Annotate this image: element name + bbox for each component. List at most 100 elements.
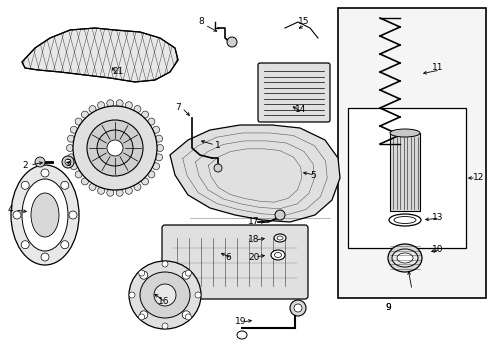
Text: 9: 9 — [384, 303, 390, 312]
Circle shape — [125, 187, 132, 194]
Text: 21: 21 — [112, 68, 123, 77]
Ellipse shape — [31, 193, 59, 237]
Circle shape — [140, 271, 147, 279]
Ellipse shape — [273, 234, 285, 242]
Text: 5: 5 — [309, 171, 315, 180]
Text: 20: 20 — [247, 252, 259, 261]
Text: 15: 15 — [297, 18, 309, 27]
Circle shape — [73, 106, 157, 190]
Circle shape — [81, 178, 88, 185]
FancyBboxPatch shape — [162, 225, 307, 299]
Circle shape — [75, 118, 82, 125]
Circle shape — [162, 323, 168, 329]
Circle shape — [147, 171, 155, 178]
Text: 6: 6 — [224, 253, 230, 262]
Ellipse shape — [129, 261, 201, 329]
Circle shape — [41, 169, 49, 177]
Circle shape — [21, 241, 29, 249]
Text: 7: 7 — [175, 104, 181, 112]
Circle shape — [69, 211, 77, 219]
Ellipse shape — [396, 253, 412, 263]
Circle shape — [293, 304, 302, 312]
Text: 3: 3 — [65, 158, 71, 167]
Circle shape — [70, 163, 77, 170]
Circle shape — [156, 144, 163, 152]
Circle shape — [41, 253, 49, 261]
Circle shape — [185, 314, 191, 320]
Ellipse shape — [140, 272, 190, 318]
Bar — [337, 8, 485, 298]
Ellipse shape — [22, 179, 68, 251]
Circle shape — [61, 241, 69, 249]
Circle shape — [106, 100, 114, 107]
Text: 13: 13 — [431, 213, 443, 222]
Circle shape — [89, 105, 96, 113]
Circle shape — [152, 126, 159, 133]
Circle shape — [62, 156, 74, 168]
Circle shape — [195, 292, 201, 298]
Ellipse shape — [389, 129, 419, 137]
Circle shape — [89, 184, 96, 190]
Circle shape — [152, 163, 159, 170]
Circle shape — [182, 271, 190, 279]
Bar — [389, 133, 419, 211]
Text: 17: 17 — [247, 217, 259, 226]
Circle shape — [139, 314, 144, 320]
Circle shape — [81, 111, 88, 118]
Ellipse shape — [388, 214, 420, 226]
Text: 4: 4 — [8, 206, 14, 215]
Text: 9: 9 — [384, 303, 390, 312]
Circle shape — [134, 184, 141, 190]
Ellipse shape — [276, 236, 283, 240]
Circle shape — [21, 181, 29, 189]
Circle shape — [61, 181, 69, 189]
Polygon shape — [170, 125, 339, 222]
Circle shape — [67, 154, 74, 161]
Circle shape — [182, 311, 190, 319]
Circle shape — [274, 210, 285, 220]
Text: 11: 11 — [431, 63, 443, 72]
Text: 16: 16 — [158, 297, 169, 306]
Ellipse shape — [270, 250, 285, 260]
Circle shape — [134, 105, 141, 113]
Circle shape — [66, 144, 73, 152]
Circle shape — [65, 159, 71, 165]
Circle shape — [97, 130, 133, 166]
Circle shape — [106, 189, 114, 196]
Text: 8: 8 — [198, 18, 203, 27]
Circle shape — [116, 100, 123, 107]
Circle shape — [214, 164, 222, 172]
Circle shape — [155, 154, 162, 161]
Text: 12: 12 — [472, 174, 484, 183]
Ellipse shape — [11, 165, 79, 265]
Ellipse shape — [391, 249, 417, 267]
Circle shape — [107, 140, 123, 156]
Circle shape — [142, 178, 148, 185]
Circle shape — [289, 300, 305, 316]
Circle shape — [87, 120, 142, 176]
Ellipse shape — [237, 331, 246, 339]
Circle shape — [70, 126, 77, 133]
Circle shape — [75, 171, 82, 178]
Text: 2: 2 — [22, 161, 27, 170]
Text: 14: 14 — [294, 105, 306, 114]
Circle shape — [142, 111, 148, 118]
Text: 10: 10 — [431, 246, 443, 255]
Text: 19: 19 — [235, 318, 246, 327]
Circle shape — [129, 292, 135, 298]
FancyBboxPatch shape — [258, 63, 329, 122]
Ellipse shape — [274, 252, 281, 257]
Circle shape — [226, 37, 237, 47]
Circle shape — [147, 118, 155, 125]
Circle shape — [125, 102, 132, 109]
Circle shape — [98, 102, 104, 109]
Circle shape — [155, 135, 162, 142]
Circle shape — [98, 187, 104, 194]
Circle shape — [13, 211, 21, 219]
Circle shape — [162, 261, 168, 267]
Text: 1: 1 — [215, 140, 220, 149]
Polygon shape — [22, 28, 178, 82]
Circle shape — [116, 189, 123, 196]
Text: 18: 18 — [247, 235, 259, 244]
Circle shape — [140, 311, 147, 319]
